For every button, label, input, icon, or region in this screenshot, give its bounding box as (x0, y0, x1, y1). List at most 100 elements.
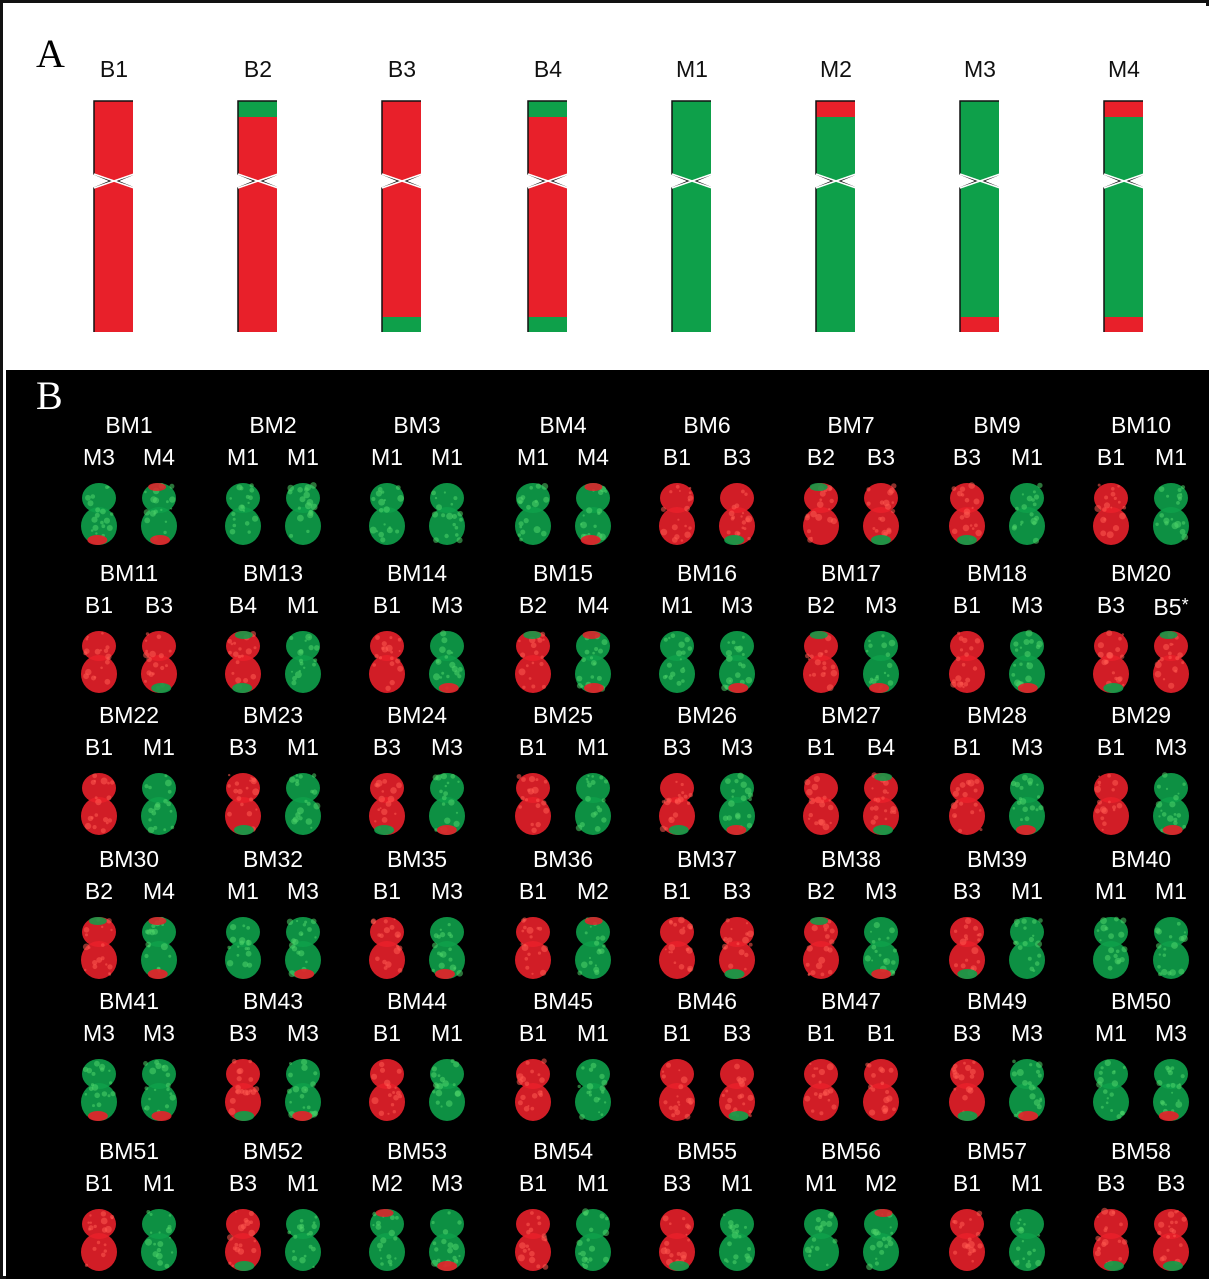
chromosome-image (1093, 916, 1129, 979)
chromosome-image (1093, 483, 1129, 545)
chromosome-label-2-text: M1 (287, 1170, 319, 1196)
chromosome-pair-labels: B3 B5* (1068, 592, 1209, 620)
chromosome-image (659, 773, 695, 835)
chromosome-pair-image (803, 772, 899, 835)
chromosome-image (225, 917, 261, 979)
chromosome-pair-image (803, 483, 899, 545)
chromosome-pair-labels: B1 M1 (924, 1170, 1070, 1196)
chromosome-label-1: B3 (228, 1170, 258, 1196)
chromosome-label-2: B3 (708, 1020, 766, 1046)
chromosome-label-1: B1 (806, 734, 836, 760)
karyotype-bm23: BM23 B3 M1 (200, 702, 346, 842)
chromosome-label-2: M1 (130, 734, 188, 760)
karyotype-name: BM52 (242, 1138, 304, 1164)
chromosome-pair-labels: B2 M4 (56, 878, 202, 904)
karyotype-name: BM56 (820, 1138, 882, 1164)
chromosome-pair-labels: B1 M1 (1068, 444, 1209, 470)
ideogram-top-segment (238, 101, 277, 117)
chromosome-image (949, 1059, 985, 1121)
karyotype-name: BM41 (98, 988, 160, 1014)
chromosome-label-1: B1 (84, 1170, 114, 1196)
chromosome-label-2: B3 (852, 444, 910, 470)
chromosome-label-2: M1 (564, 1020, 622, 1046)
karyotype-name: BM9 (973, 412, 1021, 438)
chromosome-label-2: M1 (564, 1170, 622, 1196)
chromosome-image (575, 773, 611, 835)
chromosome-label-1: B2 (84, 878, 114, 904)
karyotype-name: BM18 (966, 560, 1028, 586)
chromosome-pair-image (515, 483, 611, 545)
chromosome-image (81, 917, 117, 979)
chromosome-image (429, 917, 465, 979)
chromosome-label-2: M3 (1142, 1020, 1200, 1046)
chromosome-pair-labels: B2 M4 (490, 592, 636, 618)
karyotype-bm18: BM18 B1 M3 (924, 560, 1070, 700)
chromosome-label-2: B4 (852, 734, 910, 760)
centromere-mark (93, 173, 133, 189)
panel-a-ideograms: A B1 B2 B3 B4 M1 M2 M3 M4 (6, 6, 1209, 370)
chromosome-label-2-text: M3 (287, 878, 319, 904)
chromosome-pair-image (515, 1058, 611, 1121)
karyotype-name: BM16 (676, 560, 738, 586)
chromosome-pair-labels: M1 M1 (200, 444, 346, 470)
chromosome-label-1: B3 (662, 1170, 692, 1196)
chromosome-image (429, 1059, 465, 1121)
chromosome-label-2: M1 (130, 1170, 188, 1196)
chromosome-label-2-text: M1 (431, 1020, 463, 1046)
chromosome-label-2-text: B3 (1156, 1170, 1186, 1196)
karyotype-bm35: BM35 B1 M3 (344, 846, 490, 986)
karyotype-bm36: BM36 B1 M2 (490, 846, 636, 986)
chromosome-pair-image (659, 772, 755, 835)
chromosome-image (81, 1059, 117, 1121)
chromosome-image (225, 483, 261, 545)
chromosome-pair-image (949, 482, 1045, 545)
karyotype-name: BM38 (820, 846, 882, 872)
chromosome-pair-image (1093, 1059, 1189, 1121)
chromosome-label-2-text: M3 (865, 592, 897, 618)
chromosome-image (369, 1059, 405, 1121)
chromosome-image (1093, 1207, 1129, 1271)
chromosome-pair-image (659, 483, 755, 545)
ideogram-top-segment (816, 101, 855, 117)
ideogram-chromosome (237, 100, 277, 332)
chromosome-label-1: B1 (1096, 734, 1126, 760)
chromosome-label-2: M1 (1142, 444, 1200, 470)
ideogram-chromosome (1103, 100, 1143, 332)
chromosome-pair-labels: M1 M4 (490, 444, 636, 470)
karyotype-bm2: BM2 M1 M1 (200, 412, 346, 552)
chromosome-label-2-text: M3 (721, 592, 753, 618)
chromosome-pair-image (225, 1058, 321, 1121)
centromere-mark (959, 173, 999, 189)
karyotype-bm26: BM26 B3 M3 (634, 702, 780, 842)
chromosome-label-2: M2 (564, 878, 622, 904)
chromosome-image (719, 631, 755, 693)
chromosome-image (515, 773, 551, 835)
panel-a-letter: A (36, 31, 65, 76)
karyotype-name: BM15 (532, 560, 594, 586)
ideogram-body (816, 101, 855, 332)
chromosome-pair-image (81, 483, 177, 545)
chromosome-image (225, 773, 261, 835)
chromosome-pair-labels: M3 M3 (56, 1020, 202, 1046)
chromosome-label-2-text: B3 (722, 878, 752, 904)
karyotype-bm4: BM4 M1 M4 (490, 412, 636, 552)
chromosome-pair-labels: B1 M1 (56, 734, 202, 760)
karyotype-name: BM22 (98, 702, 160, 728)
chromosome-pair-image (81, 773, 177, 835)
chromosome-label-2-text: M1 (577, 1020, 609, 1046)
chromosome-label-2-text: M2 (865, 1170, 897, 1196)
chromosome-pair-labels: M1 M3 (1068, 1020, 1209, 1046)
chromosome-image (225, 1209, 261, 1271)
chromosome-label-1: B4 (228, 592, 258, 618)
chromosome-label-2-text: M3 (431, 1170, 463, 1196)
chromosome-label-1: B3 (952, 444, 982, 470)
chromosome-label-1: B1 (1096, 444, 1126, 470)
chromosome-label-2-text: M1 (431, 444, 463, 470)
chromosome-image (369, 773, 405, 835)
ideogram-chromosome (93, 100, 133, 332)
chromosome-image (1009, 1059, 1045, 1121)
chromosome-image (719, 917, 755, 979)
chromosome-label-2-text: M1 (721, 1170, 753, 1196)
chromosome-image (369, 631, 405, 693)
chromosome-pair-labels: B3 M3 (924, 1020, 1070, 1046)
